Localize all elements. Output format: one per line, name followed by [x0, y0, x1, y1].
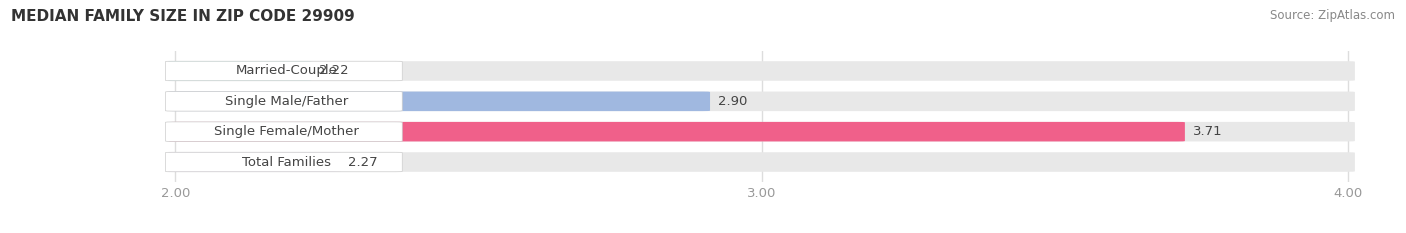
Text: MEDIAN FAMILY SIZE IN ZIP CODE 29909: MEDIAN FAMILY SIZE IN ZIP CODE 29909	[11, 9, 354, 24]
Text: Source: ZipAtlas.com: Source: ZipAtlas.com	[1270, 9, 1395, 22]
FancyBboxPatch shape	[166, 122, 402, 141]
FancyBboxPatch shape	[169, 152, 340, 172]
FancyBboxPatch shape	[169, 92, 710, 111]
FancyBboxPatch shape	[169, 61, 311, 81]
Text: Married-Couple: Married-Couple	[236, 65, 337, 78]
Text: Single Male/Father: Single Male/Father	[225, 95, 349, 108]
FancyBboxPatch shape	[169, 92, 1355, 111]
FancyBboxPatch shape	[166, 152, 402, 172]
Text: 3.71: 3.71	[1192, 125, 1222, 138]
Text: Single Female/Mother: Single Female/Mother	[214, 125, 359, 138]
FancyBboxPatch shape	[166, 92, 402, 111]
FancyBboxPatch shape	[169, 122, 1355, 141]
Text: 2.90: 2.90	[717, 95, 747, 108]
FancyBboxPatch shape	[169, 152, 1355, 172]
FancyBboxPatch shape	[169, 122, 1185, 141]
FancyBboxPatch shape	[169, 61, 1355, 81]
Text: 2.22: 2.22	[319, 65, 349, 78]
Text: Total Families: Total Families	[242, 155, 332, 168]
Text: 2.27: 2.27	[349, 155, 378, 168]
FancyBboxPatch shape	[166, 61, 402, 81]
